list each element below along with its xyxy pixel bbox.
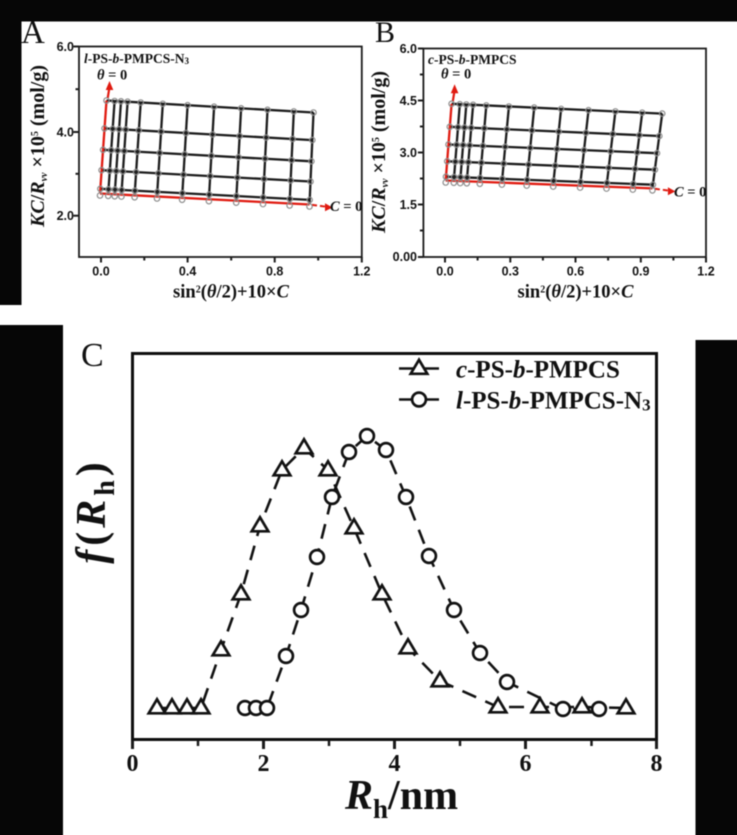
svg-text:KC/Rvv ×105 (mol/g): KC/Rvv ×105 (mol/g) [368,71,391,234]
svg-text:6.0: 6.0 [400,42,417,56]
svg-text:1.2: 1.2 [697,265,714,279]
svg-text:2.0: 2.0 [57,209,74,223]
svg-text:0: 0 [127,751,139,777]
svg-text:3.0: 3.0 [400,146,417,160]
svg-text:Rh/nm: Rh/nm [344,773,458,824]
svg-text:0.9: 0.9 [632,265,649,279]
svg-text:c-PS-b-PMPCS: c-PS-b-PMPCS [456,357,620,384]
svg-text:4.5: 4.5 [400,94,417,108]
svg-text:0.6: 0.6 [567,265,584,279]
svg-text:c-PS-b-PMPCS: c-PS-b-PMPCS [428,52,517,67]
svg-text:l-PS-b-PMPCS-N3: l-PS-b-PMPCS-N3 [456,388,651,415]
svg-text:6: 6 [520,751,532,777]
svg-text:0.0: 0.0 [436,265,453,279]
svg-text:A: A [21,15,45,51]
svg-text:0.4: 0.4 [179,265,196,279]
svg-text:0.0: 0.0 [92,265,109,279]
svg-text:1.2: 1.2 [353,265,370,279]
svg-text:4.0: 4.0 [57,126,74,140]
svg-text:C = 0: C = 0 [330,199,362,215]
svg-text:l-PS-b-PMPCS-N3: l-PS-b-PMPCS-N3 [84,51,190,66]
svg-text:sin2(θ/2)+10×C: sin2(θ/2)+10×C [173,283,290,303]
svg-text:4: 4 [389,751,401,777]
svg-text:0.00: 0.00 [393,250,417,264]
svg-text:8: 8 [651,751,663,777]
svg-text:1.5: 1.5 [400,198,417,212]
svg-text:θ = 0: θ = 0 [97,68,127,84]
svg-text:0.3: 0.3 [502,265,519,279]
svg-text:C: C [81,337,104,374]
svg-text:6.0: 6.0 [57,40,74,54]
svg-text:KC/Rvv ×105 (mol/g): KC/Rvv ×105 (mol/g) [27,65,50,228]
svg-text:2: 2 [258,751,270,777]
svg-text:0.8: 0.8 [266,265,283,279]
svg-text:sin2(θ/2)+10×C: sin2(θ/2)+10×C [518,283,635,303]
svg-text:f(Rh): f(Rh) [69,458,121,564]
svg-text:B: B [375,16,395,49]
svg-text:C = 0: C = 0 [674,185,706,201]
svg-text:θ = 0: θ = 0 [441,67,471,83]
